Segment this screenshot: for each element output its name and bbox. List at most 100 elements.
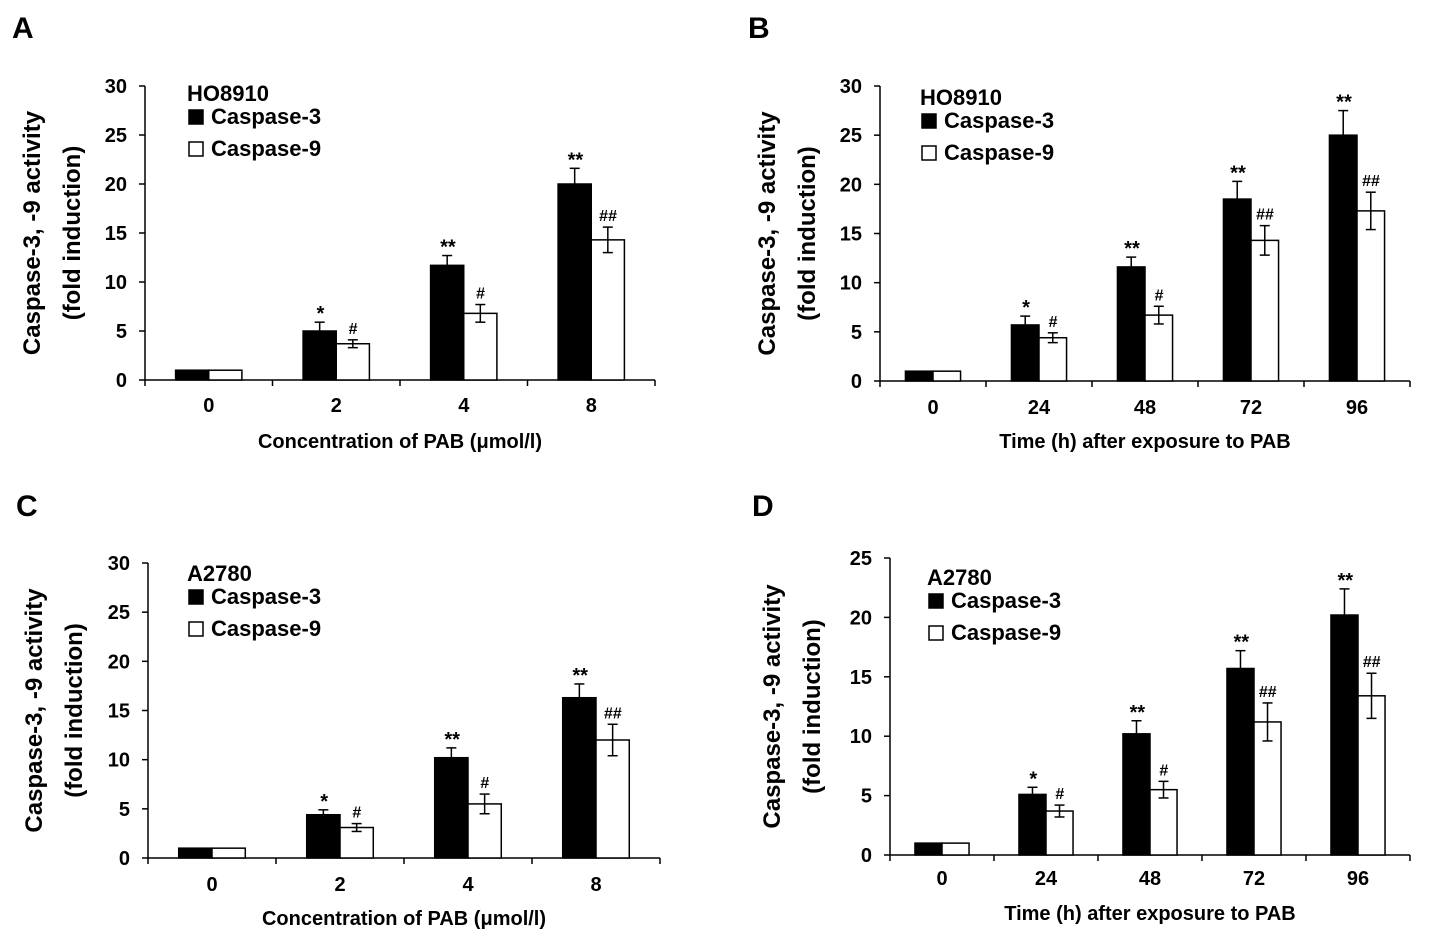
y-tick-label: 25 bbox=[850, 548, 872, 570]
significance-marker: ## bbox=[1256, 207, 1274, 224]
y-axis-title: (fold induction) bbox=[794, 146, 821, 321]
y-tick-label: 0 bbox=[861, 845, 872, 867]
x-tick-label: 96 bbox=[1346, 397, 1368, 419]
y-tick-label: 20 bbox=[108, 651, 130, 673]
bar-caspase-9 bbox=[941, 842, 970, 856]
panel-letter: A bbox=[12, 12, 34, 45]
y-tick-label: 20 bbox=[105, 174, 127, 196]
bar-caspase-3 bbox=[561, 696, 597, 859]
panel-D: D 0 5 10 15 20 25 0 24 * #48 ** #72 ** ## 96 ** ## Time (h… bbox=[752, 490, 1411, 925]
legend-swatch bbox=[188, 109, 204, 125]
panel-B: B 0 5 10 15 20 25 30 0 24 * #48 ** #72 ** ## 96 ** ## Time … bbox=[748, 12, 1411, 453]
x-axis-title: Concentration of PAB (μmol/l) bbox=[262, 908, 546, 930]
y-tick-label: 5 bbox=[851, 322, 862, 344]
bar-caspase-3 bbox=[914, 842, 943, 856]
x-tick-label: 4 bbox=[462, 874, 474, 896]
y-axis-title: (fold induction) bbox=[799, 619, 826, 794]
x-axis-title: Concentration of PAB (μmol/l) bbox=[258, 431, 542, 453]
bar-caspase-3 bbox=[1122, 733, 1151, 856]
y-tick-label: 0 bbox=[851, 371, 862, 393]
x-axis-title: Time (h) after exposure to PAB bbox=[1004, 903, 1296, 925]
bar-caspase-3 bbox=[904, 370, 934, 382]
significance-marker: ** bbox=[1129, 702, 1146, 724]
legend-label: Caspase-9 bbox=[211, 616, 321, 641]
y-tick-label: 5 bbox=[119, 799, 130, 821]
y-axis-title: (fold induction) bbox=[59, 146, 86, 321]
y-tick-label: 15 bbox=[108, 701, 130, 723]
bar-caspase-9 bbox=[1357, 695, 1386, 856]
legend-label: Caspase-3 bbox=[951, 588, 1061, 613]
y-tick-label: 15 bbox=[840, 224, 862, 246]
significance-marker: ** bbox=[1335, 92, 1352, 114]
significance-marker: ** bbox=[572, 665, 589, 687]
panel-letter: C bbox=[16, 490, 38, 523]
bar-caspase-3 bbox=[177, 847, 213, 859]
y-tick-label: 15 bbox=[850, 667, 872, 689]
x-axis-title: Time (h) after exposure to PAB bbox=[999, 431, 1291, 453]
legend-swatch bbox=[188, 589, 204, 605]
y-tick-label: 0 bbox=[119, 848, 130, 870]
x-tick-label: 8 bbox=[586, 395, 597, 417]
bar-caspase-3 bbox=[429, 264, 465, 381]
significance-marker: * bbox=[319, 791, 328, 813]
bar-caspase-9 bbox=[932, 370, 962, 382]
x-tick-label: 72 bbox=[1243, 868, 1265, 890]
bar-caspase-9 bbox=[1356, 210, 1386, 382]
bar-caspase-3 bbox=[433, 756, 469, 859]
bar-caspase-9 bbox=[1038, 336, 1068, 382]
y-tick-label: 10 bbox=[840, 273, 862, 295]
legend-title: A2780 bbox=[187, 561, 252, 586]
significance-marker: ** bbox=[1233, 632, 1250, 654]
significance-marker: * bbox=[316, 303, 325, 325]
legend-swatch bbox=[921, 113, 937, 129]
bar-caspase-3 bbox=[1328, 134, 1358, 382]
bar-caspase-3 bbox=[305, 813, 341, 859]
x-tick-label: 0 bbox=[927, 397, 938, 419]
significance-marker: * bbox=[1029, 768, 1038, 790]
significance-marker: ** bbox=[444, 729, 461, 751]
significance-marker: # bbox=[476, 286, 485, 303]
y-axis-title: (fold induction) bbox=[61, 623, 88, 798]
legend-title: HO8910 bbox=[920, 85, 1002, 110]
y-tick-label: 20 bbox=[850, 607, 872, 629]
legend-label: Caspase-3 bbox=[944, 108, 1054, 133]
panel-letter: B bbox=[748, 12, 770, 45]
y-tick-label: 25 bbox=[108, 602, 130, 624]
x-tick-label: 24 bbox=[1035, 868, 1058, 890]
significance-marker: # bbox=[1159, 762, 1168, 779]
x-tick-label: 0 bbox=[936, 868, 947, 890]
bar-caspase-3 bbox=[1116, 266, 1146, 382]
legend-swatch bbox=[188, 621, 204, 637]
bar-caspase-3 bbox=[557, 183, 592, 381]
x-tick-label: 8 bbox=[590, 874, 601, 896]
bar-caspase-9 bbox=[595, 739, 631, 859]
legend-title: HO8910 bbox=[187, 81, 269, 106]
bar-caspase-3 bbox=[1222, 198, 1252, 382]
bar-caspase-9 bbox=[463, 312, 498, 381]
bar-caspase-9 bbox=[1253, 721, 1282, 856]
x-tick-label: 48 bbox=[1139, 868, 1161, 890]
significance-marker: ** bbox=[1123, 238, 1140, 260]
significance-marker: # bbox=[1055, 786, 1064, 803]
y-tick-label: 10 bbox=[850, 726, 872, 748]
significance-marker: # bbox=[348, 321, 357, 338]
legend-label: Caspase-9 bbox=[944, 140, 1054, 165]
x-tick-label: 4 bbox=[458, 395, 470, 417]
legend-label: Caspase-3 bbox=[211, 584, 321, 609]
y-tick-label: 30 bbox=[108, 553, 130, 575]
legend-swatch bbox=[928, 593, 944, 609]
bar-caspase-9 bbox=[590, 239, 626, 381]
legend-label: Caspase-9 bbox=[951, 620, 1061, 645]
x-tick-label: 96 bbox=[1347, 868, 1369, 890]
y-axis-title: Caspase-3, -9 activity bbox=[21, 588, 48, 833]
y-axis-title: Caspase-3, -9 activity bbox=[759, 584, 786, 829]
panel-C: C 0 5 10 15 20 25 30 0 2 * #4 ** #8 ** ## Concentration … bbox=[16, 490, 661, 930]
significance-marker: # bbox=[480, 775, 489, 792]
legend-swatch bbox=[188, 141, 204, 157]
y-tick-label: 25 bbox=[840, 125, 862, 147]
significance-marker: # bbox=[1048, 314, 1057, 331]
bar-caspase-3 bbox=[1330, 614, 1359, 856]
legend-swatch bbox=[921, 145, 937, 161]
significance-marker: ## bbox=[604, 705, 622, 722]
